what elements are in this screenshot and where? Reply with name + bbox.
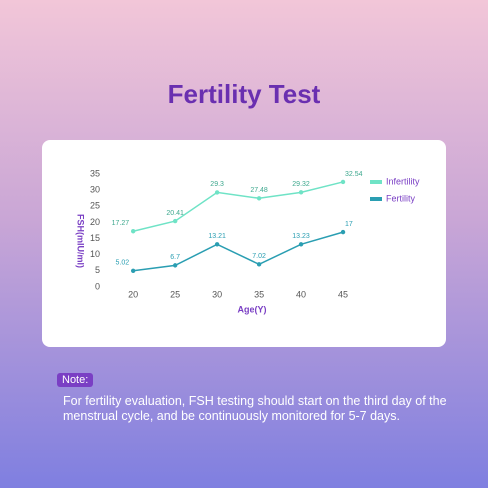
data-label: 27.48 xyxy=(250,187,268,194)
legend-label: Fertility xyxy=(386,193,415,203)
series-line xyxy=(133,181,344,232)
y-tick-label: 5 xyxy=(95,265,100,275)
y-tick-label: 20 xyxy=(90,217,100,227)
point xyxy=(214,242,220,247)
x-tick-label: 35 xyxy=(254,289,264,299)
data-label: 13.21 xyxy=(208,233,226,240)
point xyxy=(130,268,136,273)
point xyxy=(214,190,220,195)
note-label: Note: xyxy=(57,373,94,387)
y-tick-label: 25 xyxy=(90,201,100,211)
legend-swatch xyxy=(370,197,382,201)
point xyxy=(256,262,262,267)
point xyxy=(340,179,346,185)
y-tick-label: 35 xyxy=(90,168,100,178)
point xyxy=(130,229,136,234)
data-label: 20.41 xyxy=(166,210,184,217)
data-label: 5.02 xyxy=(116,260,130,267)
y-tick-label: 0 xyxy=(95,281,100,291)
y-tick-label: 30 xyxy=(90,185,100,195)
point xyxy=(256,196,262,201)
legend-swatch xyxy=(370,180,382,184)
x-tick-label: 40 xyxy=(296,289,306,299)
data-label: 32.54 xyxy=(345,171,363,178)
series-line xyxy=(133,231,344,272)
point xyxy=(298,190,304,195)
page-title: Fertility Test xyxy=(168,79,321,109)
point xyxy=(340,229,346,235)
data-label: 29.3 xyxy=(210,181,224,188)
x-tick-label: 20 xyxy=(128,289,138,299)
data-label: 6.7 xyxy=(170,254,180,261)
x-tick-label: 45 xyxy=(338,289,348,299)
y-tick-label: 10 xyxy=(90,249,100,259)
data-label: 29.32 xyxy=(292,181,310,188)
point xyxy=(298,242,304,247)
legend-label: Infertility xyxy=(386,176,420,186)
point xyxy=(172,218,178,224)
data-label: 7.02 xyxy=(252,253,266,260)
data-label: 17 xyxy=(345,221,353,228)
data-label: 17.27 xyxy=(112,220,130,227)
y-axis-label: FSH(mIU/ml) xyxy=(76,214,86,268)
chart-card xyxy=(42,140,446,347)
x-axis-label: Age(Y) xyxy=(238,304,267,314)
note-text: For fertility evaluation, FSH testing sh… xyxy=(63,394,447,423)
data-label: 13.23 xyxy=(292,233,310,240)
x-tick-label: 30 xyxy=(212,289,222,299)
y-tick-label: 15 xyxy=(90,233,100,243)
x-tick-label: 25 xyxy=(170,289,180,299)
point xyxy=(172,263,178,268)
